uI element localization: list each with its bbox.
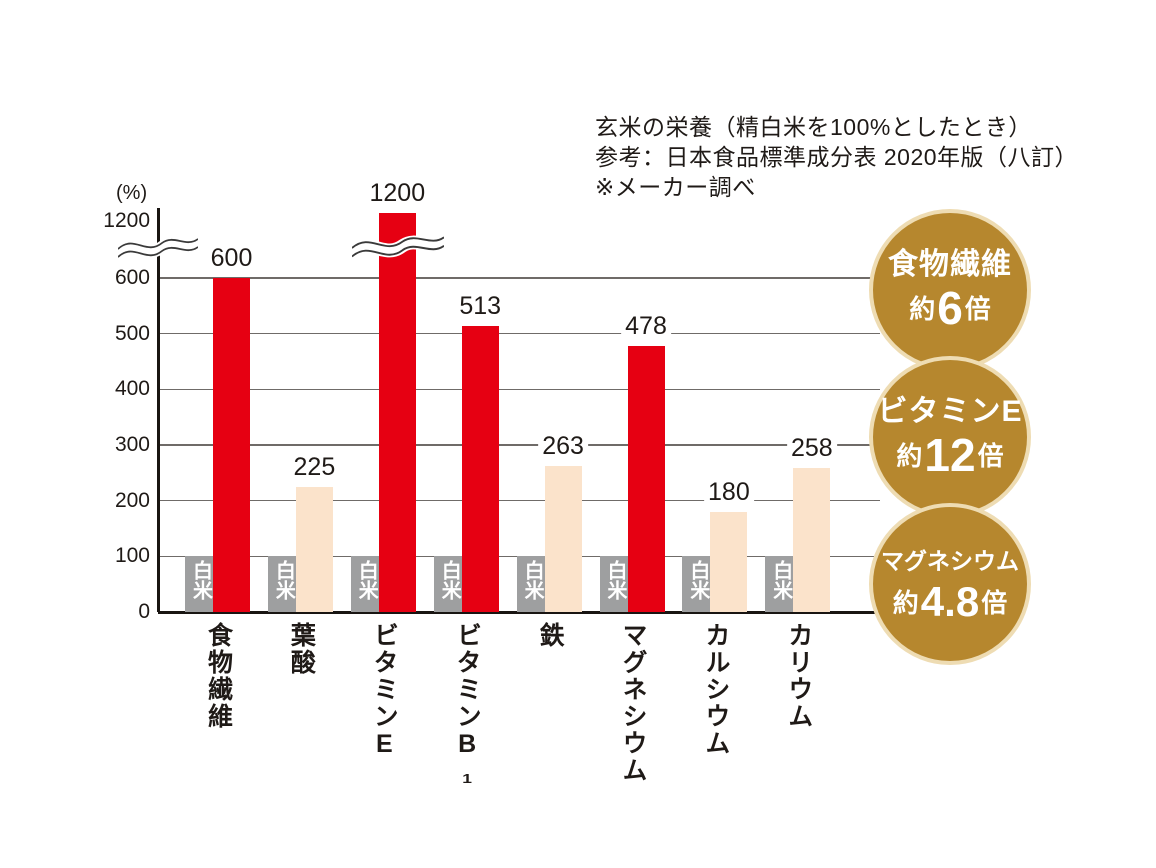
brown-rice-bar xyxy=(793,468,831,612)
y-tick-100: 100 xyxy=(114,544,150,568)
badge-fiber-approx: 約 xyxy=(909,294,936,324)
bar-value-label: 1200 xyxy=(365,177,430,209)
badge-fiber-unit: 倍 xyxy=(964,294,991,324)
note-line-disclaimer: ※メーカー調べ xyxy=(595,174,756,200)
white-rice-bar-label: 白米 xyxy=(355,560,378,600)
badge-magnesium-approx: 約 xyxy=(892,588,919,618)
y-tick-500: 500 xyxy=(114,321,150,345)
badge-fiber-number: 6 xyxy=(937,282,963,334)
bar-value-label: 600 xyxy=(206,241,257,274)
badge-fiber: 食物繊維 約 6 倍 xyxy=(869,209,1031,371)
category-label: マグネシウム xyxy=(619,622,647,784)
brown-rice-bar xyxy=(461,326,499,612)
y-tick-400: 400 xyxy=(114,377,150,401)
bar-value-label: 225 xyxy=(289,450,340,483)
badge-magnesium-number: 4.8 xyxy=(920,578,980,625)
brown-rice-bar xyxy=(544,465,582,612)
badge-vitamin-e-number: 12 xyxy=(924,429,976,481)
badge-vitamin-e: ビタミンE 約 12 倍 xyxy=(869,356,1031,518)
badge-vitamin-e-multiplier: 約 12 倍 xyxy=(896,429,1004,481)
badge-magnesium-multiplier: 約 4.8 倍 xyxy=(892,578,1008,625)
y-tick-200: 200 xyxy=(114,488,150,512)
category-label: 鉄 xyxy=(536,622,565,649)
category-label: カルシウム xyxy=(701,622,730,757)
badge-magnesium-unit: 倍 xyxy=(981,588,1008,618)
category-label: カリウム xyxy=(784,622,813,730)
y-tick-1200: 1200 xyxy=(103,209,150,232)
bar-value-label: 258 xyxy=(786,432,837,465)
gridline-500 xyxy=(158,332,880,335)
white-rice-bar-label: 白米 xyxy=(272,560,295,600)
badge-fiber-multiplier: 約 6 倍 xyxy=(909,282,991,334)
note-line-title: 玄米の栄養（精白米を100%としたとき） xyxy=(595,114,1032,140)
badge-vitamin-e-unit: 倍 xyxy=(977,441,1004,471)
white-rice-bar-label: 白米 xyxy=(604,560,626,600)
bar-value-label: 180 xyxy=(704,475,754,508)
bar-value-label: 263 xyxy=(538,429,588,462)
white-rice-bar-label: 白米 xyxy=(686,560,709,600)
badge-vitamin-e-title: ビタミンE xyxy=(877,395,1023,428)
gridline-600 xyxy=(158,277,880,279)
gridline-200 xyxy=(158,499,880,502)
bar-value-label: 478 xyxy=(621,309,671,342)
y-axis-unit-label: (%) xyxy=(116,182,148,204)
badge-vitamin-e-approx: 約 xyxy=(896,441,923,471)
white-rice-bar-label: 白米 xyxy=(769,560,792,600)
x-axis-line xyxy=(158,611,880,614)
badge-magnesium-title: マグネシウム xyxy=(881,548,1019,574)
bar-value-label: 513 xyxy=(455,290,506,323)
y-axis-line xyxy=(157,208,160,612)
y-tick-600: 600 xyxy=(114,265,150,289)
white-rice-bar-label: 白米 xyxy=(521,560,544,600)
brown-rice-bar xyxy=(627,345,665,612)
y-tick-300: 300 xyxy=(114,432,150,456)
axis-break-icon xyxy=(118,237,198,259)
note-line-source: 参考：日本食品標準成分表 2020年版（八訂） xyxy=(595,144,1079,170)
white-rice-bar-label: 白米 xyxy=(438,560,461,600)
brown-rice-bar xyxy=(295,486,333,612)
y-tick-0: 0 xyxy=(138,600,150,623)
bar-break-icon xyxy=(352,235,444,259)
gridline-300 xyxy=(158,444,880,446)
brown-rice-bar xyxy=(378,213,416,612)
gridline-400 xyxy=(158,388,880,391)
chart-note: 玄米の栄養（精白米を100%としたとき） 参考：日本食品標準成分表 2020年版… xyxy=(595,112,1078,202)
brown-rice-bar xyxy=(710,511,748,612)
category-label: ビタミンE xyxy=(370,622,399,760)
category-label: ビタミンB₁ xyxy=(453,622,482,790)
category-label: 葉酸 xyxy=(287,622,316,676)
badge-magnesium: マグネシウム 約 4.8 倍 xyxy=(869,503,1031,665)
badge-fiber-title: 食物繊維 xyxy=(888,248,1012,281)
white-rice-bar-label: 白米 xyxy=(189,560,212,600)
brown-rice-bar xyxy=(213,277,250,612)
category-label: 食物繊維 xyxy=(204,622,233,730)
